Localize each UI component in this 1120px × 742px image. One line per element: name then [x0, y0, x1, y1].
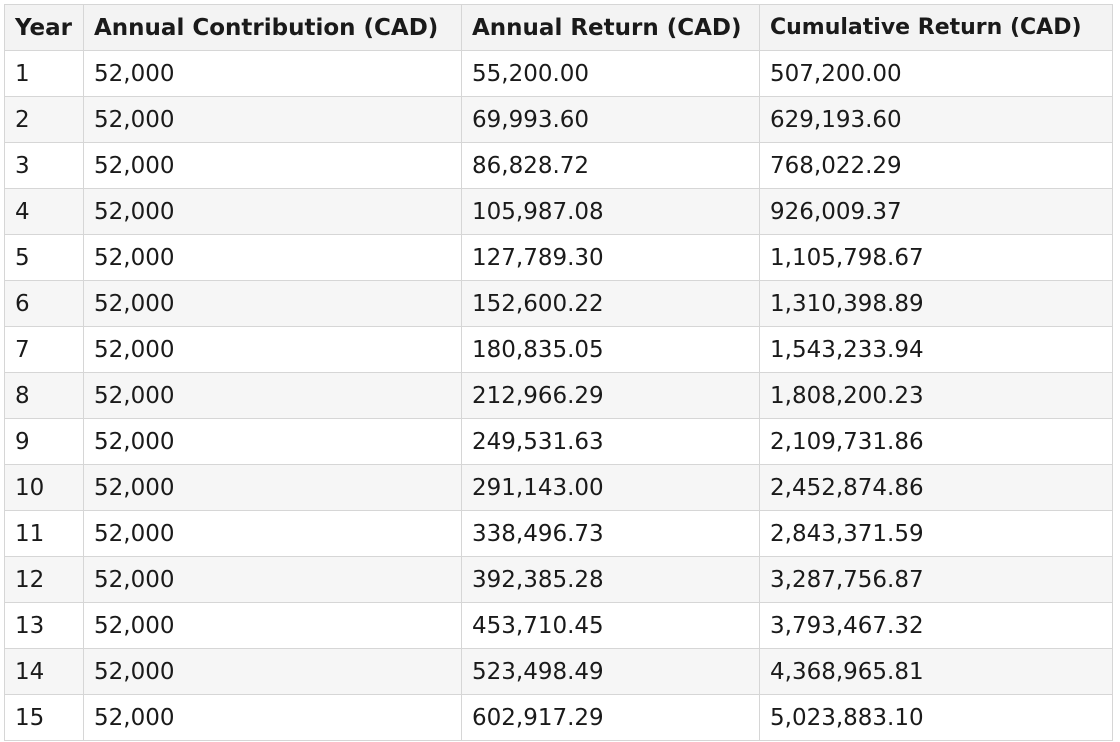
cell-annual-contribution: 52,000: [83, 694, 462, 741]
cell-annual-contribution: 52,000: [83, 188, 462, 235]
table-row: 12 52,000 392,385.28 3,287,756.87: [4, 556, 1113, 603]
cell-annual-return: 392,385.28: [461, 556, 760, 603]
cell-year: 6: [4, 280, 84, 327]
header-year: Year: [4, 4, 84, 51]
cell-annual-return: 338,496.73: [461, 510, 760, 557]
cell-annual-return: 127,789.30: [461, 234, 760, 281]
cell-annual-return: 212,966.29: [461, 372, 760, 419]
cell-annual-contribution: 52,000: [83, 372, 462, 419]
cell-cumulative-return: 2,452,874.86: [759, 464, 1113, 511]
cell-annual-return: 523,498.49: [461, 648, 760, 695]
cell-annual-contribution: 52,000: [83, 556, 462, 603]
cell-cumulative-return: 2,109,731.86: [759, 418, 1113, 465]
cell-cumulative-return: 1,543,233.94: [759, 326, 1113, 373]
cell-annual-contribution: 52,000: [83, 96, 462, 143]
cell-annual-contribution: 52,000: [83, 50, 462, 97]
table-row: 2 52,000 69,993.60 629,193.60: [4, 96, 1113, 143]
table-row: 4 52,000 105,987.08 926,009.37: [4, 188, 1113, 235]
cell-annual-contribution: 52,000: [83, 510, 462, 557]
cell-annual-contribution: 52,000: [83, 142, 462, 189]
cell-annual-return: 152,600.22: [461, 280, 760, 327]
cell-annual-contribution: 52,000: [83, 464, 462, 511]
table-row: 9 52,000 249,531.63 2,109,731.86: [4, 418, 1113, 465]
cell-cumulative-return: 3,287,756.87: [759, 556, 1113, 603]
cell-cumulative-return: 629,193.60: [759, 96, 1113, 143]
cell-year: 8: [4, 372, 84, 419]
cell-year: 11: [4, 510, 84, 557]
cell-cumulative-return: 3,793,467.32: [759, 602, 1113, 649]
table-body: 1 52,000 55,200.00 507,200.00 2 52,000 6…: [4, 50, 1113, 741]
cell-cumulative-return: 926,009.37: [759, 188, 1113, 235]
cell-annual-contribution: 52,000: [83, 234, 462, 281]
table-row: 7 52,000 180,835.05 1,543,233.94: [4, 326, 1113, 373]
cell-annual-contribution: 52,000: [83, 280, 462, 327]
table-row: 5 52,000 127,789.30 1,105,798.67: [4, 234, 1113, 281]
table-row: 1 52,000 55,200.00 507,200.00: [4, 50, 1113, 97]
table-row: 13 52,000 453,710.45 3,793,467.32: [4, 602, 1113, 649]
cell-annual-contribution: 52,000: [83, 326, 462, 373]
cell-annual-return: 249,531.63: [461, 418, 760, 465]
table-row: 8 52,000 212,966.29 1,808,200.23: [4, 372, 1113, 419]
data-table: Year Annual Contribution (CAD) Annual Re…: [4, 4, 1113, 741]
cell-annual-return: 453,710.45: [461, 602, 760, 649]
cell-cumulative-return: 4,368,965.81: [759, 648, 1113, 695]
header-annual-contribution: Annual Contribution (CAD): [83, 4, 462, 51]
cell-year: 12: [4, 556, 84, 603]
cell-cumulative-return: 507,200.00: [759, 50, 1113, 97]
table-row: 3 52,000 86,828.72 768,022.29: [4, 142, 1113, 189]
header-row: Year Annual Contribution (CAD) Annual Re…: [4, 4, 1113, 51]
cell-year: 2: [4, 96, 84, 143]
cell-year: 3: [4, 142, 84, 189]
cell-annual-contribution: 52,000: [83, 418, 462, 465]
cell-annual-return: 69,993.60: [461, 96, 760, 143]
cell-annual-return: 180,835.05: [461, 326, 760, 373]
cell-cumulative-return: 1,808,200.23: [759, 372, 1113, 419]
cell-year: 4: [4, 188, 84, 235]
cell-cumulative-return: 2,843,371.59: [759, 510, 1113, 557]
cell-year: 5: [4, 234, 84, 281]
cell-year: 15: [4, 694, 84, 741]
cell-year: 13: [4, 602, 84, 649]
cell-annual-return: 86,828.72: [461, 142, 760, 189]
cell-annual-return: 55,200.00: [461, 50, 760, 97]
table-row: 14 52,000 523,498.49 4,368,965.81: [4, 648, 1113, 695]
table-header: Year Annual Contribution (CAD) Annual Re…: [4, 4, 1113, 51]
cell-cumulative-return: 5,023,883.10: [759, 694, 1113, 741]
table-row: 10 52,000 291,143.00 2,452,874.86: [4, 464, 1113, 511]
cell-year: 10: [4, 464, 84, 511]
cell-cumulative-return: 1,105,798.67: [759, 234, 1113, 281]
cell-year: 7: [4, 326, 84, 373]
cell-year: 14: [4, 648, 84, 695]
cell-annual-return: 602,917.29: [461, 694, 760, 741]
table-row: 15 52,000 602,917.29 5,023,883.10: [4, 694, 1113, 741]
cell-annual-contribution: 52,000: [83, 648, 462, 695]
table-row: 11 52,000 338,496.73 2,843,371.59: [4, 510, 1113, 557]
cell-year: 1: [4, 50, 84, 97]
cell-annual-return: 291,143.00: [461, 464, 760, 511]
table-row: 6 52,000 152,600.22 1,310,398.89: [4, 280, 1113, 327]
header-annual-return: Annual Return (CAD): [461, 4, 760, 51]
cell-annual-return: 105,987.08: [461, 188, 760, 235]
cell-cumulative-return: 768,022.29: [759, 142, 1113, 189]
cell-year: 9: [4, 418, 84, 465]
cell-cumulative-return: 1,310,398.89: [759, 280, 1113, 327]
cell-annual-contribution: 52,000: [83, 602, 462, 649]
header-cumulative-return: Cumulative Return (CAD): [759, 4, 1113, 51]
